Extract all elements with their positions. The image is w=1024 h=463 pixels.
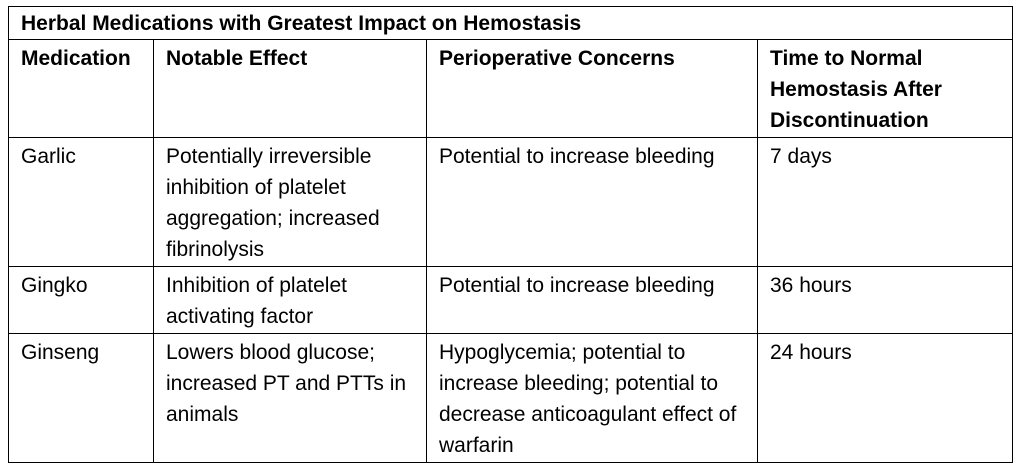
header-medication: Medication [8,39,154,138]
table-row-garlic: Garlic Potentially irreversible inhibiti… [8,137,1014,267]
header-notable-effect: Notable Effect [153,39,427,138]
cell-perioperative-concerns: Potential to increase bleeding [426,266,758,334]
table-header-row: Medication Notable Effect Perioperative … [8,39,1014,138]
header-time-to-normal-hemostasis: Time to Normal Hemostasis After Disconti… [756,39,1014,138]
cell-notable-effect: Lowers blood glucose; increased PT and P… [153,333,427,463]
cell-medication: Garlic [8,137,154,267]
table-row-ginseng: Ginseng Lowers blood glucose; increased … [8,333,1014,463]
table-title-row: Herbal Medications with Greatest Impact … [7,6,1014,40]
table-row-gingko: Gingko Inhibition of platelet activating… [8,266,1014,334]
cell-time-to-normal: 7 days [756,137,1014,267]
herbal-medications-table-container: Herbal Medications with Greatest Impact … [7,6,1014,463]
herbal-medications-table: Herbal Medications with Greatest Impact … [7,6,1014,463]
table-title: Herbal Medications with Greatest Impact … [7,6,1014,40]
header-perioperative-concerns: Perioperative Concerns [426,39,758,138]
cell-time-to-normal: 24 hours [756,333,1014,463]
cell-perioperative-concerns: Hypoglycemia; potential to increase blee… [426,333,758,463]
cell-notable-effect: Inhibition of platelet activating factor [153,266,427,334]
cell-medication: Ginseng [8,333,154,463]
cell-perioperative-concerns: Potential to increase bleeding [426,137,758,267]
cell-medication: Gingko [8,266,154,334]
cell-notable-effect: Potentially irreversible inhibition of p… [153,137,427,267]
cell-time-to-normal: 36 hours [756,266,1014,334]
